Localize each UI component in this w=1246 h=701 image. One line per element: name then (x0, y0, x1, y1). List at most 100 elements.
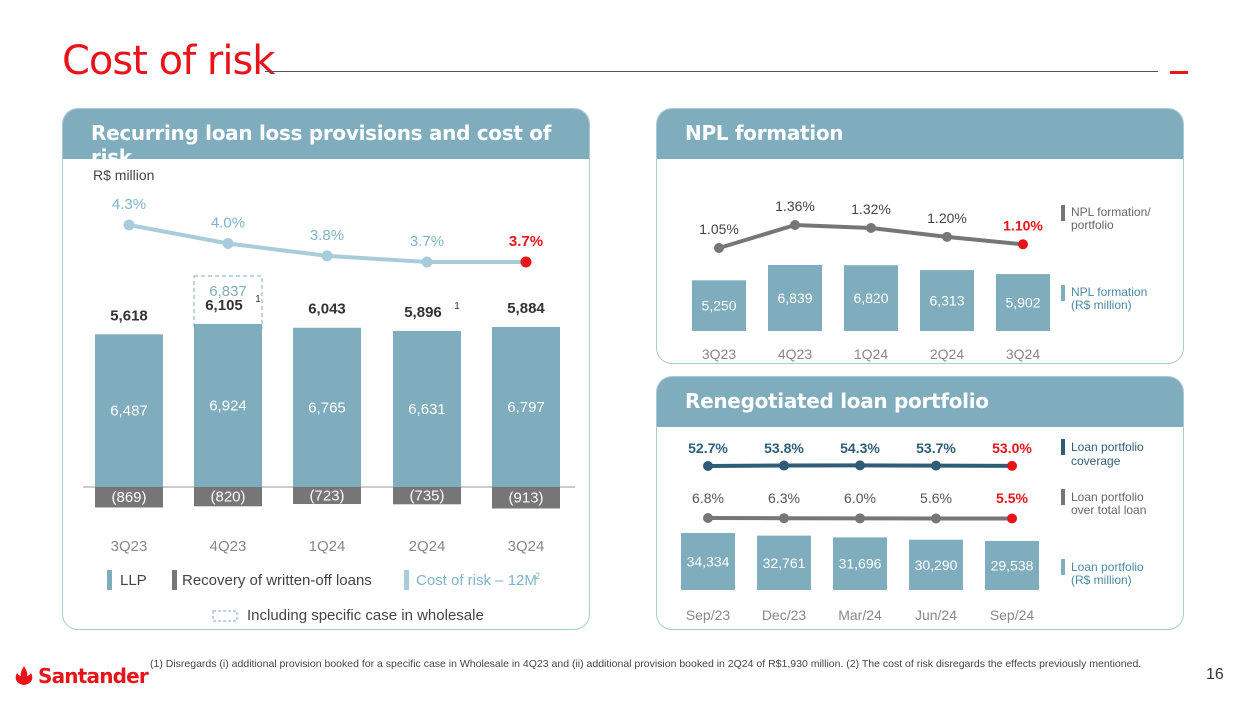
legend-npl-ratio-label: portfolio (1071, 218, 1114, 232)
portfolio-bar (985, 540, 1039, 590)
recovery-value: (869) (111, 489, 146, 506)
coverage-point (931, 460, 941, 471)
recovery-value: (820) (210, 489, 245, 506)
coverage-point (855, 460, 865, 471)
renegotiated-panel-title: Renegotiated loan portfolio (657, 377, 1183, 427)
llp-bar (393, 330, 461, 487)
cost-of-risk-point (520, 256, 532, 268)
recovery-bar (293, 487, 361, 505)
legend-llp-swatch (107, 570, 112, 590)
page-title: Cost of risk (62, 38, 275, 84)
renegotiated-panel: Renegotiated loan portfolio 34,334 Sep/23… (656, 376, 1184, 630)
npl-ratio-point (866, 222, 876, 233)
coverage-point (703, 461, 713, 471)
portfolio-bar-value: 31,696 (839, 556, 882, 572)
footnote-mark: 1 (454, 301, 460, 312)
santander-flame-icon (15, 666, 33, 685)
npl-chart: 5,250 3Q23 6,839 4Q23 6,820 1Q24 6,313 2Q24 5,90… (692, 198, 1151, 362)
portfolio-bar-value: 29,538 (991, 557, 1034, 573)
legend-coverage-label: Loan portfolio (1071, 440, 1144, 454)
recovery-value: (913) (508, 490, 543, 507)
npl-bar-value: 6,820 (853, 290, 888, 306)
x-tick-label: Sep/23 (686, 607, 731, 623)
llp-bar (194, 324, 262, 487)
accent-dash (1170, 71, 1188, 74)
x-tick-label: 2Q24 (930, 346, 964, 362)
npl-ratio-point (714, 243, 724, 253)
x-tick-label: 4Q23 (778, 346, 812, 362)
npl-ratio-label: 1.05% (699, 221, 739, 237)
x-tick-label: 3Q23 (111, 538, 148, 555)
legend-npl-ratio-label: NPL formation/ (1071, 205, 1151, 219)
cost-of-risk-label: 4.3% (112, 196, 146, 213)
legend-cor-swatch (404, 570, 409, 590)
recovery-value: (723) (309, 488, 344, 505)
share-point (1007, 513, 1017, 524)
llp-bar (492, 326, 560, 487)
share-label: 5.5% (996, 490, 1028, 506)
legend-coverage-swatch (1061, 439, 1065, 455)
portfolio-bar (681, 533, 735, 590)
npl-panel: NPL formation 5,250 3Q23 6,839 4Q23 6,820 1Q2… (656, 108, 1184, 364)
portfolio-bar (909, 539, 963, 590)
share-label: 6.0% (844, 490, 876, 506)
cost-of-risk-label: 3.8% (310, 227, 344, 244)
llp-value: 6,631 (408, 401, 446, 418)
npl-bar (692, 280, 746, 331)
portfolio-bar (757, 535, 811, 590)
llp-value: 6,797 (507, 399, 545, 416)
npl-bar (996, 274, 1050, 331)
llp-value: 6,924 (209, 398, 247, 415)
x-tick-label: Dec/23 (762, 607, 807, 623)
legend-cor-label: Cost of risk – 12M (416, 572, 537, 589)
x-tick-label: Mar/24 (838, 607, 882, 623)
npl-ratio-label: 1.32% (851, 201, 891, 217)
recovery-bar (194, 487, 262, 507)
net-total-label: 5,884 (507, 300, 545, 317)
portfolio-bar (833, 537, 887, 590)
llp-panel: Recurring loan loss provisions and cost … (62, 108, 590, 630)
npl-ratio-point (942, 231, 952, 242)
coverage-label: 52.7% (688, 440, 728, 456)
x-tick-label: 3Q24 (1006, 346, 1040, 362)
cost-of-risk-point (123, 219, 135, 231)
legend-share-label: Loan portfolio (1071, 490, 1144, 504)
coverage-label: 53.7% (916, 440, 956, 456)
coverage-label: 53.0% (992, 440, 1032, 456)
net-total-label: 6,043 (308, 301, 346, 318)
cost-of-risk-point (421, 256, 433, 268)
llp-chart: R$ million 6,837 6,487 (869) 5,618 3Q23 6,924 (… (83, 167, 575, 624)
legend-specific-swatch (212, 610, 238, 622)
llp-panel-title: Recurring loan loss provisions and cost … (63, 109, 589, 169)
footnote-mark: 1 (255, 294, 261, 305)
npl-ratio-label: 1.10% (1003, 217, 1043, 233)
legend-amount-swatch (1061, 559, 1065, 575)
npl-ratio-label: 1.20% (927, 210, 967, 226)
legend-cor-sup: 2 (535, 571, 540, 581)
cost-of-risk-label: 4.0% (211, 215, 245, 232)
share-label: 6.3% (768, 490, 800, 506)
legend-specific-label: Including specific case in wholesale (247, 607, 484, 624)
share-point (703, 513, 713, 523)
legend-coverage-label: coverage (1071, 454, 1121, 468)
portfolio-bar-value: 30,290 (915, 557, 958, 573)
coverage-point (779, 460, 789, 471)
specific-case-label: 6,837 (209, 283, 247, 300)
portfolio-bar-value: 34,334 (687, 554, 730, 570)
legend-npl-ratio-swatch (1061, 205, 1065, 221)
llp-value: 6,765 (308, 399, 346, 416)
net-total-label: 5,896 (404, 304, 442, 321)
cost-of-risk-label: 3.7% (509, 233, 543, 250)
legend-npl-amount-label: (R$ million) (1071, 298, 1132, 312)
npl-bar-value: 5,902 (1005, 295, 1040, 311)
cost-of-risk-point (222, 238, 234, 249)
coverage-label: 53.8% (764, 440, 804, 456)
share-label: 6.8% (692, 490, 724, 506)
recovery-value: (735) (409, 488, 444, 505)
x-tick-label: 1Q24 (309, 538, 346, 555)
share-label: 5.6% (920, 490, 952, 506)
npl-ratio-point (1018, 239, 1028, 250)
x-tick-label: Jun/24 (915, 607, 957, 623)
x-tick-label: 3Q24 (508, 538, 545, 555)
npl-panel-title: NPL formation (657, 109, 1183, 159)
